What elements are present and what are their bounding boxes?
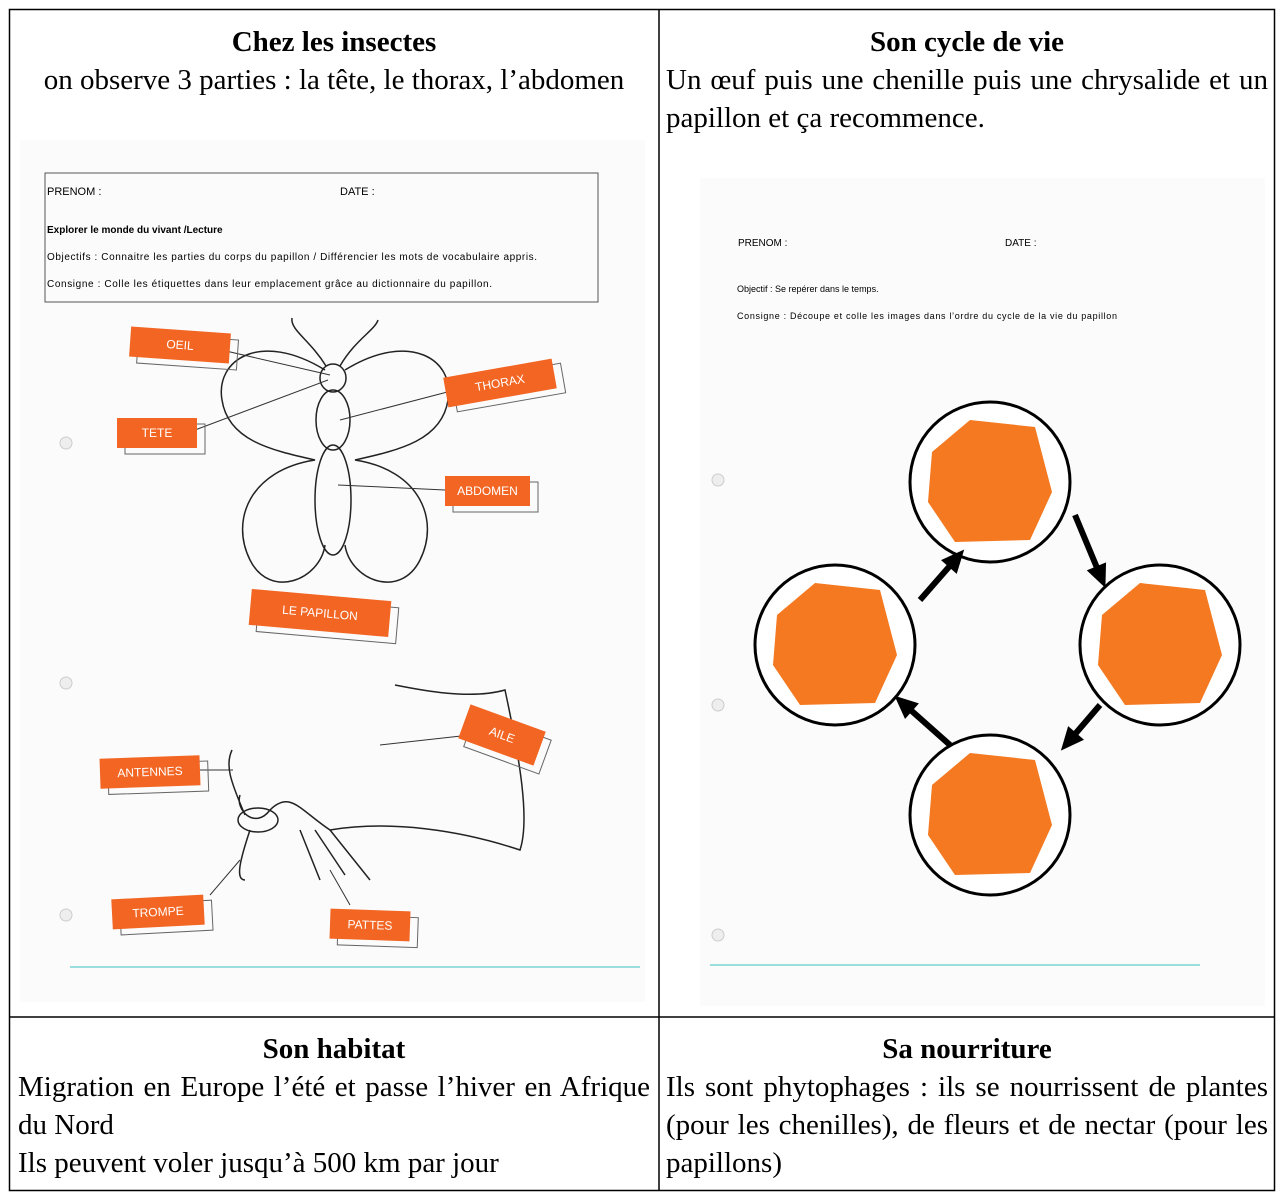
punch-hole <box>59 908 73 922</box>
cycle-image <box>928 420 1052 542</box>
cell: Son cycle de vie Un œuf puis une chenill… <box>666 23 1268 137</box>
date: DATE : <box>340 186 375 198</box>
punch-hole <box>711 698 725 712</box>
cell-title: Chez les insectes <box>231 26 437 58</box>
cell-text: Ils peuvent voler jusqu’à 500 km par jou… <box>18 1147 499 1179</box>
cell-text: Un œuf puis une chenille puis une chrysa… <box>666 64 1268 134</box>
cell-text: on observe 3 parties : la tête, le thora… <box>43 64 625 96</box>
label-bg <box>129 326 231 364</box>
label-bg <box>117 418 197 448</box>
worksheet-parts: PRENOM : DATE : Explorer le monde du viv… <box>20 140 645 1002</box>
cycle-arrowhead <box>1086 562 1107 588</box>
worksheet-parts: PRENOM : DATE : Objectif : Se repérer da… <box>700 178 1265 1006</box>
label-sticker: LE PAPILLON <box>248 588 400 645</box>
cycle-image <box>928 753 1052 875</box>
cell-title: Sa nourriture <box>882 1033 1052 1065</box>
label-text: LE PAPILLON <box>282 603 359 624</box>
table-border <box>8 8 1276 1192</box>
cell: Chez les insectes on observe 3 parties :… <box>20 23 648 99</box>
butterfly-drawing <box>220 317 525 881</box>
objective: Objectifs : Connaitre les parties du cor… <box>47 252 537 263</box>
label-text: ANTENNES <box>117 764 183 780</box>
cycle-image <box>773 583 897 705</box>
label-bg <box>99 755 201 789</box>
label-bg <box>329 908 411 942</box>
cycle-arrow <box>903 702 952 748</box>
label-bg <box>458 704 546 766</box>
cell-text: Migration en Europe l’été et passe l’hiv… <box>18 1071 650 1141</box>
date: DATE : <box>1005 238 1036 249</box>
label-sticker: TETE <box>117 418 206 455</box>
cell-text: Ils sont phytophages : ils se nourrissen… <box>666 1071 1268 1179</box>
label-sticker: THORAX <box>443 358 567 413</box>
punch-hole <box>711 473 725 487</box>
punch-hole <box>59 436 73 450</box>
cell-title: Son cycle de vie <box>869 26 1065 58</box>
objective: Objectif : Se repérer dans le temps. <box>737 284 879 294</box>
pointer-lines <box>194 344 471 906</box>
prenom: PRENOM : <box>738 238 787 249</box>
cycle-arrowhead <box>894 695 919 719</box>
cell-title: Son habitat <box>262 1033 406 1065</box>
label-sticker: ABDOMEN <box>445 476 539 513</box>
label-sticker: TROMPE <box>111 894 214 936</box>
label-sticker: ANTENNES <box>99 755 210 795</box>
paper <box>20 140 645 1002</box>
cycle-arrow <box>1072 513 1103 577</box>
cycle-image <box>1098 583 1222 705</box>
instruction: Consigne : Découpe et colle les images d… <box>737 311 1117 321</box>
label-text: TETE <box>142 426 173 440</box>
cycle-arrowhead <box>941 549 965 574</box>
punch-hole <box>711 928 725 942</box>
label-bg <box>111 894 205 930</box>
cell: Son habitat Migration en Europe l’été et… <box>18 1030 650 1182</box>
punch-hole <box>59 676 73 690</box>
prenom: PRENOM : <box>47 186 101 198</box>
cycle-arrowhead <box>1060 726 1084 751</box>
cell: Sa nourriture Ils sont phytophages : ils… <box>666 1030 1268 1182</box>
label-sticker: AILE <box>458 704 552 775</box>
label-bg <box>445 476 530 506</box>
label-sticker: OEIL <box>129 326 240 371</box>
label-text: TROMPE <box>132 904 184 921</box>
subject: Explorer le monde du vivant /Lecture <box>47 225 223 236</box>
label-text: PATTES <box>347 917 392 933</box>
label-text: OEIL <box>166 337 195 353</box>
label-sticker: PATTES <box>329 908 419 949</box>
instruction: Consigne : Colle les étiquettes dans leu… <box>47 279 492 290</box>
header-box <box>44 172 599 303</box>
label-bg <box>248 588 392 638</box>
label-bg <box>443 358 557 408</box>
label-text: ABDOMEN <box>457 484 518 498</box>
